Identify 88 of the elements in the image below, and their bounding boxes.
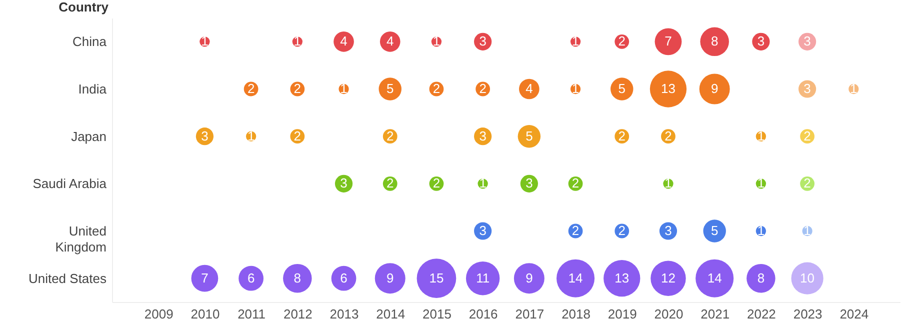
data-label: 7 xyxy=(201,270,208,286)
x-tick-label: 2012 xyxy=(283,306,312,322)
data-label: 1 xyxy=(340,81,348,96)
y-tick-label: India xyxy=(78,82,108,96)
data-label: 1 xyxy=(664,176,672,191)
x-tick-label: 2024 xyxy=(840,306,869,322)
x-tick-label: 2021 xyxy=(700,306,730,322)
data-label: 1 xyxy=(572,81,580,96)
x-tick-label: 2014 xyxy=(376,306,406,322)
data-label: 9 xyxy=(710,81,718,96)
y-tick-label: Japan xyxy=(71,128,106,144)
data-label: 1 xyxy=(201,34,208,49)
data-label: 1 xyxy=(757,128,765,144)
data-label: 1 xyxy=(757,176,765,191)
data-label: 2 xyxy=(432,176,440,191)
x-tick-label: 2022 xyxy=(746,306,776,322)
data-label: 1 xyxy=(479,176,486,191)
data-label: 2 xyxy=(386,176,394,191)
data-label: 4 xyxy=(340,34,348,49)
y-tick-label: United Kingdom xyxy=(55,224,106,254)
data-label: 7 xyxy=(664,34,672,49)
x-tick-label: 2009 xyxy=(144,306,174,322)
data-label: 13 xyxy=(661,81,676,96)
data-label: 6 xyxy=(247,270,255,286)
data-label: 5 xyxy=(386,81,394,96)
x-tick-label: 2019 xyxy=(608,306,637,322)
data-label: 3 xyxy=(201,128,208,144)
x-tick-label: 2010 xyxy=(190,306,220,322)
data-label: 2 xyxy=(618,128,626,144)
data-label: 14 xyxy=(568,270,583,286)
data-label: 3 xyxy=(340,176,348,191)
data-label: 3 xyxy=(804,81,811,96)
x-tick-label: 2015 xyxy=(422,306,452,322)
data-label: 2 xyxy=(804,128,811,144)
data-label: 5 xyxy=(710,223,718,238)
data-label: 8 xyxy=(757,270,765,286)
data-label: 2 xyxy=(479,81,486,96)
data-label: 3 xyxy=(526,176,533,191)
data-label: 9 xyxy=(526,270,533,286)
data-label: 4 xyxy=(526,81,533,96)
x-tick-label: 2018 xyxy=(562,306,590,322)
data-label: 1 xyxy=(757,223,765,238)
data-label: 3 xyxy=(479,128,486,144)
data-label: 2 xyxy=(572,223,580,238)
data-label: 2 xyxy=(432,81,440,96)
data-label: 2 xyxy=(618,34,626,49)
data-label: 1 xyxy=(850,81,858,96)
x-tick-label: 2013 xyxy=(330,306,359,322)
data-label: 1 xyxy=(432,34,440,49)
data-label: 2 xyxy=(294,81,302,96)
data-label: 5 xyxy=(526,128,533,144)
y-tick-label: Saudi Arabia xyxy=(32,176,108,192)
data-label: 9 xyxy=(386,270,394,286)
data-label: 8 xyxy=(710,34,718,49)
data-label: 11 xyxy=(476,270,490,286)
data-label: 2 xyxy=(294,128,302,144)
data-label: 1 xyxy=(572,34,580,49)
data-label: 3 xyxy=(479,223,486,238)
data-label: 2 xyxy=(618,223,626,238)
y-tick-label: United States xyxy=(28,270,107,286)
y-tick-label: China xyxy=(72,34,108,50)
data-label: 3 xyxy=(479,34,486,49)
data-label: 2 xyxy=(247,81,255,96)
data-label: 8 xyxy=(294,270,302,286)
data-label: 5 xyxy=(618,81,626,96)
data-label: 2 xyxy=(664,128,672,144)
data-label: 1 xyxy=(294,34,302,49)
x-tick-label: 2023 xyxy=(793,306,822,322)
data-label: 12 xyxy=(661,270,676,286)
data-label: 14 xyxy=(707,270,722,286)
data-label: 6 xyxy=(340,270,348,286)
x-tick-label: 2011 xyxy=(238,306,266,322)
x-tick-label: 2016 xyxy=(468,306,498,322)
data-label: 3 xyxy=(804,34,811,49)
data-label: 1 xyxy=(804,223,811,238)
data-label: 2 xyxy=(572,176,580,191)
data-label: 2 xyxy=(386,128,394,144)
data-label: 2 xyxy=(804,176,811,191)
y-axis-title: Country xyxy=(58,0,110,14)
data-label: 3 xyxy=(757,34,765,49)
data-label: 13 xyxy=(614,270,630,286)
data-label: 4 xyxy=(386,34,394,49)
data-label: 1 xyxy=(247,128,255,144)
data-label: 10 xyxy=(800,270,815,286)
data-label: 15 xyxy=(429,270,444,286)
data-label: 3 xyxy=(664,223,672,238)
x-tick-label: 2020 xyxy=(654,306,684,322)
x-tick-label: 2017 xyxy=(515,306,544,322)
